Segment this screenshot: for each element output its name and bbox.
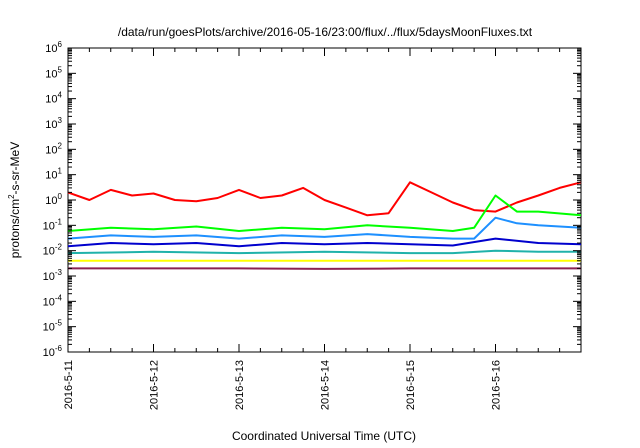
series-line-4 <box>67 237 582 248</box>
x-tick-label: 2016-5-15 <box>405 360 417 410</box>
y-tick-label: 10-2 <box>43 243 63 258</box>
y-axis: 10-6 10-5 10-4 10-3 10-2 10-1 100 101 102 103 104 1… <box>43 40 581 359</box>
y-tick-label: 10-6 <box>43 344 63 359</box>
y-tick-label: 10-3 <box>43 268 63 283</box>
y-tick-label: 10-5 <box>43 319 63 334</box>
y-axis-label: protons/cm2-s-sr-MeV <box>7 142 22 258</box>
y-tick-label: 101 <box>45 167 62 182</box>
x-tick-label: 2016-5-11 <box>63 360 75 409</box>
series-line-1 <box>67 181 582 217</box>
series-line-2 <box>67 194 582 232</box>
series-line-3 <box>67 216 582 240</box>
series-line-7 <box>68 267 581 270</box>
x-tick-label: 2016-5-16 <box>491 360 503 410</box>
x-axis-label: Coordinated Universal Time (UTC) <box>232 429 416 443</box>
y-tick-label: 106 <box>45 40 62 55</box>
y-tick-label: 105 <box>45 65 62 80</box>
y-tick-label: 103 <box>45 116 62 131</box>
chart-title: /data/run/goesPlots/archive/2016-05-16/2… <box>118 25 533 39</box>
y-tick-label: 100 <box>45 192 62 207</box>
y-tick-label: 104 <box>45 91 62 106</box>
series-layer <box>67 181 582 270</box>
x-axis: 2016-5-11 2016-5-12 2016-5-13 2016-5-14 2016… <box>63 48 561 410</box>
series-line-5 <box>67 249 581 255</box>
x-tick-label: 2016-5-13 <box>234 360 246 410</box>
x-tick-label: 2016-5-12 <box>149 360 161 410</box>
x-tick-label: 2016-5-14 <box>320 360 332 410</box>
y-tick-label: 102 <box>45 141 62 156</box>
y-tick-label: 10-4 <box>43 293 63 308</box>
y-tick-label: 10-1 <box>43 217 63 232</box>
